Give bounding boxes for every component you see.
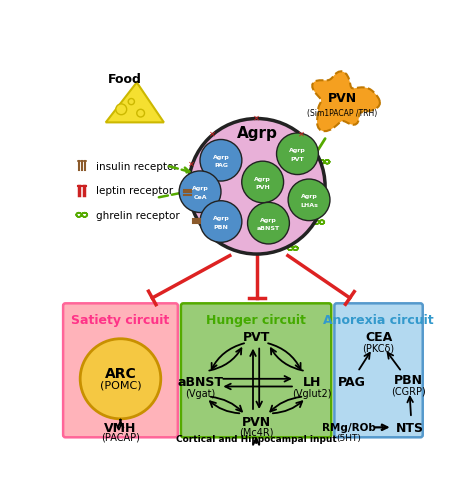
Text: Agrp: Agrp <box>191 186 209 191</box>
Text: ARC: ARC <box>105 367 137 381</box>
Text: (Sim1PACAP /TRH): (Sim1PACAP /TRH) <box>307 109 377 118</box>
Text: (PACAP): (PACAP) <box>101 432 140 442</box>
Text: aBNST: aBNST <box>257 226 280 231</box>
Circle shape <box>116 105 127 115</box>
Text: leptin receptor: leptin receptor <box>96 186 173 196</box>
Text: (POMC): (POMC) <box>100 380 141 390</box>
Text: insulin receptor: insulin receptor <box>96 161 177 171</box>
Circle shape <box>128 99 135 105</box>
Circle shape <box>276 134 319 175</box>
Text: ✕: ✕ <box>298 129 305 138</box>
Text: ✕: ✕ <box>254 113 260 122</box>
Text: Agrp: Agrp <box>237 126 277 141</box>
Text: (Mc4R): (Mc4R) <box>239 427 273 437</box>
Text: PAG: PAG <box>337 375 365 388</box>
Text: PVN: PVN <box>242 415 271 428</box>
Polygon shape <box>106 83 164 123</box>
FancyBboxPatch shape <box>63 304 178 437</box>
Text: CeA: CeA <box>193 194 207 199</box>
Text: PVT: PVT <box>242 330 270 343</box>
Text: (CGRP): (CGRP) <box>391 386 425 396</box>
Text: LHAs: LHAs <box>300 202 318 207</box>
Text: PVH: PVH <box>255 185 270 190</box>
Circle shape <box>200 140 242 182</box>
Text: →: → <box>373 420 384 434</box>
Text: Agrp: Agrp <box>301 194 318 199</box>
Text: Anorexia circuit: Anorexia circuit <box>323 313 434 326</box>
FancyBboxPatch shape <box>181 304 331 437</box>
Circle shape <box>179 171 221 213</box>
FancyBboxPatch shape <box>334 304 423 437</box>
Text: ✕: ✕ <box>188 159 195 168</box>
Text: (PKCδ): (PKCδ) <box>363 343 395 353</box>
Circle shape <box>137 110 145 118</box>
Text: VMH: VMH <box>104 421 137 434</box>
Text: PBN: PBN <box>213 224 228 229</box>
Polygon shape <box>312 72 380 132</box>
Text: (5HT): (5HT) <box>337 433 362 442</box>
Text: PVN: PVN <box>328 92 357 105</box>
Text: (Vgat): (Vgat) <box>185 388 215 398</box>
Circle shape <box>80 339 161 419</box>
Text: (Vglut2): (Vglut2) <box>292 388 332 398</box>
Text: Food: Food <box>108 73 142 86</box>
Circle shape <box>200 201 242 243</box>
Text: Agrp: Agrp <box>212 155 229 160</box>
Text: NTS: NTS <box>395 421 424 434</box>
Text: Agrp: Agrp <box>289 148 306 153</box>
Circle shape <box>189 119 325 255</box>
Text: Agrp: Agrp <box>254 176 271 181</box>
Text: LH: LH <box>303 376 321 389</box>
Text: Agrp: Agrp <box>260 217 277 222</box>
Circle shape <box>247 203 290 244</box>
Text: Hunger circuit: Hunger circuit <box>206 313 306 326</box>
Text: Satiety circuit: Satiety circuit <box>72 313 170 326</box>
Text: PBN: PBN <box>393 373 422 386</box>
Text: aBNST: aBNST <box>177 376 223 389</box>
Text: ghrelin receptor: ghrelin receptor <box>96 210 180 220</box>
Text: Agrp: Agrp <box>212 216 229 221</box>
Text: ✕: ✕ <box>209 129 216 138</box>
Text: PAG: PAG <box>214 163 228 168</box>
Circle shape <box>288 180 330 221</box>
Text: RMg/ROb: RMg/ROb <box>322 422 376 432</box>
Text: PVT: PVT <box>291 157 304 161</box>
Text: CEA: CEA <box>365 330 392 343</box>
Circle shape <box>242 162 283 203</box>
Text: Cortical and Hippocampal input: Cortical and Hippocampal input <box>176 434 337 443</box>
